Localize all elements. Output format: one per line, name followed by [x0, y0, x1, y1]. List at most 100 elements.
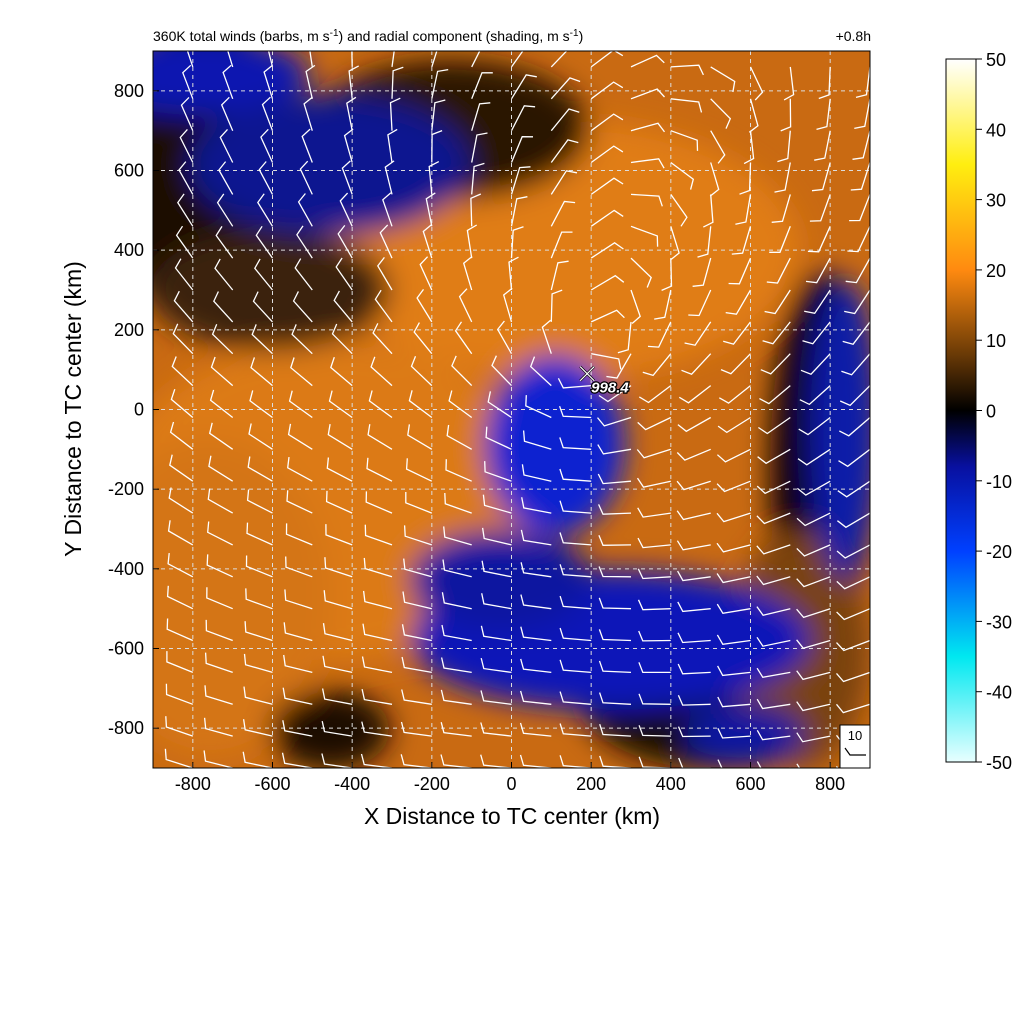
wind-barb [764, 289, 791, 315]
wind-barb [248, 423, 273, 450]
wind-barb [630, 193, 663, 207]
colorbar-tick-label: -40 [986, 683, 1012, 703]
wind-barb [480, 657, 512, 674]
wind-barb [850, 162, 870, 191]
wind-barb [697, 226, 712, 258]
wind-barb [335, 257, 353, 291]
wind-barb [482, 494, 512, 514]
tc-center-marker: 998.4 [579, 365, 631, 398]
wind-barb [630, 289, 641, 324]
y-tick-label: -600 [108, 639, 144, 659]
wind-barb [630, 225, 659, 247]
wind-barb [242, 751, 273, 768]
wind-barb [559, 723, 592, 737]
x-tick-label: -600 [254, 774, 290, 794]
wind-barb [637, 537, 671, 549]
wind-barb [835, 703, 870, 714]
wind-barb [716, 512, 751, 523]
wind-barb [637, 568, 671, 580]
wind-barb [153, 64, 154, 67]
wind-barb [777, 130, 791, 163]
wind-barb [361, 656, 393, 674]
wind-barb [550, 51, 581, 68]
wind-barb [796, 608, 831, 619]
x-tick-label: 800 [815, 774, 845, 794]
wind-barb [520, 626, 552, 642]
x-tick-label: -200 [414, 774, 450, 794]
wind-barb [208, 455, 234, 482]
reference-barb-box: 10 [839, 724, 871, 769]
wind-barb [716, 542, 751, 553]
wind-barb [796, 544, 831, 557]
wind-barb [590, 209, 624, 227]
wind-barb [282, 720, 313, 737]
wind-barb [855, 66, 870, 99]
wind-barb [525, 395, 552, 419]
wind-barb [364, 524, 393, 546]
wind-barb [670, 64, 704, 76]
wind-barb [521, 497, 552, 514]
colorbar-tick-label: 20 [986, 261, 1006, 281]
colorbar-tick-label: 40 [986, 120, 1006, 140]
wind-barb [550, 108, 580, 132]
wind-barb [403, 558, 432, 578]
wind-barb [374, 289, 393, 323]
wind-barb [387, 128, 398, 163]
wind-barb [716, 603, 751, 615]
wind-barb [522, 430, 552, 450]
wind-barb [405, 492, 433, 514]
wind-barb [670, 98, 703, 113]
wind-barb [598, 660, 632, 674]
wind-barb [182, 64, 194, 100]
wind-barb [597, 444, 632, 455]
reference-barb-label: 10 [848, 728, 862, 743]
wind-barb [852, 130, 870, 160]
wind-barb [363, 557, 393, 578]
wind-barb [630, 158, 665, 169]
wind-barb [670, 161, 695, 190]
wind-barb [462, 255, 473, 291]
wind-barb [282, 687, 313, 705]
wind-barb [748, 98, 759, 133]
wind-barb [678, 757, 711, 768]
wind-barb [756, 480, 791, 495]
wind-barb [471, 162, 485, 195]
wind-barb [559, 691, 592, 705]
wind-barb [559, 595, 592, 610]
wind-barb [250, 357, 273, 387]
wind-barb [756, 698, 791, 710]
colorbar-tick-label: -20 [986, 542, 1012, 562]
wind-barb [799, 385, 831, 406]
wind-barb [710, 130, 726, 164]
wind-barb [372, 323, 393, 355]
wind-barb [749, 66, 764, 101]
wind-barb [716, 480, 751, 493]
wind-barb [346, 96, 357, 131]
wind-barb [384, 160, 395, 195]
wind-barb [166, 585, 194, 610]
wind-barb [758, 416, 791, 435]
x-tick-label: 200 [576, 774, 606, 794]
wind-barb [598, 566, 632, 578]
wind-barb [723, 321, 752, 345]
wind-barb [252, 291, 273, 323]
wind-barb [325, 490, 353, 514]
wind-barb [717, 728, 751, 739]
wind-barb [367, 424, 393, 450]
wind-barb [677, 694, 711, 706]
wind-barb [796, 639, 831, 650]
wind-barb [288, 390, 313, 419]
wind-barb [642, 353, 672, 377]
wind-barb [756, 729, 791, 741]
wind-barb [510, 74, 537, 100]
wind-barb [550, 77, 581, 100]
wind-barb [207, 521, 233, 546]
wind-barb [213, 291, 234, 323]
wind-barb [709, 162, 720, 197]
wind-barb [204, 652, 233, 674]
wind-barb [165, 683, 194, 705]
wind-barb [559, 627, 592, 642]
wind-barb [670, 194, 688, 227]
wind-barb [796, 480, 831, 496]
wind-barb [816, 98, 831, 131]
